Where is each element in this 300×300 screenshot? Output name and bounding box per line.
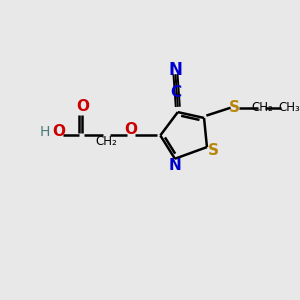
Text: O: O: [52, 124, 65, 140]
Text: O: O: [76, 99, 90, 114]
Text: H: H: [39, 125, 50, 139]
Text: CH₂: CH₂: [251, 101, 273, 114]
Text: O: O: [125, 122, 138, 136]
Text: S: S: [208, 143, 219, 158]
Text: C: C: [170, 85, 181, 100]
Text: N: N: [169, 158, 181, 173]
Text: CH₃: CH₃: [279, 101, 300, 114]
Text: N: N: [169, 61, 182, 80]
Text: CH₂: CH₂: [95, 135, 117, 148]
Text: S: S: [229, 100, 240, 115]
